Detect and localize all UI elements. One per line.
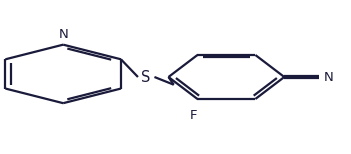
Text: N: N [58, 28, 68, 41]
Text: F: F [190, 109, 198, 122]
Text: S: S [141, 69, 150, 85]
Text: N: N [324, 71, 333, 83]
